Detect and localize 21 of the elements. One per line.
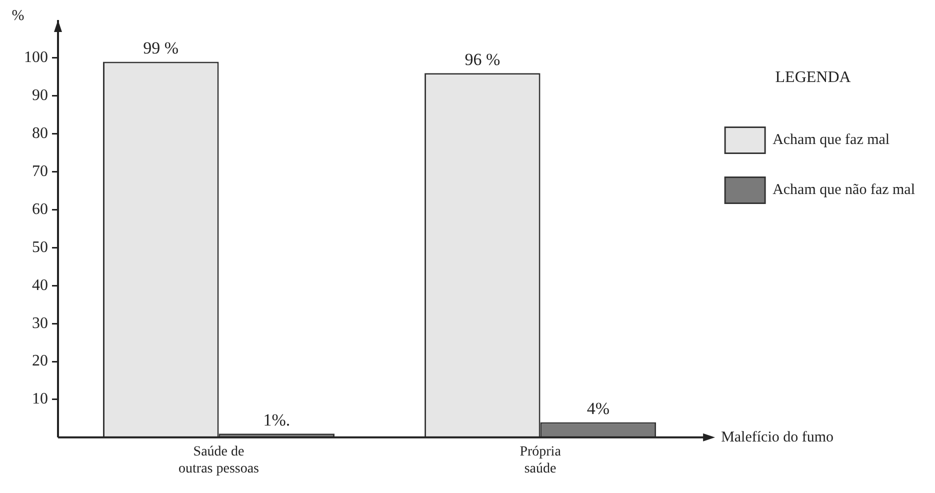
data-label: 4% [586, 399, 610, 418]
legend-label: Acham que faz mal [772, 132, 890, 148]
y-tick-label: 70 [32, 162, 48, 180]
legend-label: Acham que não faz mal [772, 182, 916, 198]
x-tick-label: Própria saúde [520, 444, 562, 476]
x-tick-label: Saúde de outras pessoas [178, 444, 260, 476]
y-tick-label: 20 [32, 352, 48, 370]
legend-title: LEGENDA [775, 69, 852, 86]
y-axis-title: % [12, 8, 24, 24]
y-tick-label: 60 [32, 200, 48, 218]
data-label: 96 % [464, 50, 500, 70]
y-tick-label: 10 [32, 390, 48, 408]
x-axis-title: Malefício do fumo [721, 429, 834, 446]
y-tick-label: 80 [32, 125, 48, 142]
data-label: 1%. [263, 410, 290, 430]
data-label: 99 % [143, 38, 179, 58]
y-tick-label: 50 [32, 238, 48, 256]
y-tick-label: 30 [32, 314, 48, 332]
y-tick-label: 100 [24, 49, 48, 66]
y-tick-label: 90 [32, 87, 48, 104]
y-tick-label: 40 [32, 276, 48, 294]
